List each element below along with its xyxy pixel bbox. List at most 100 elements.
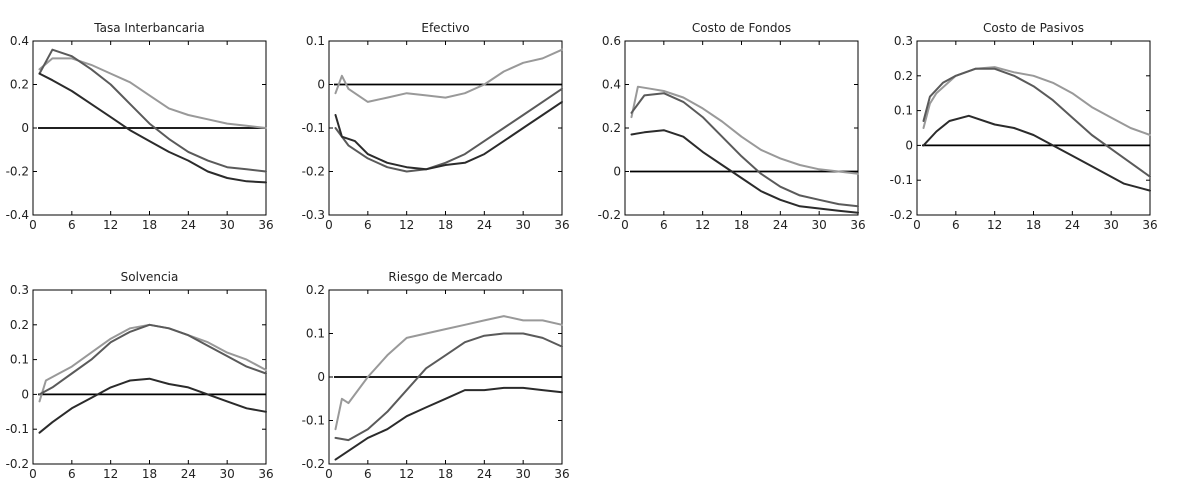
series-line	[922, 114, 1151, 192]
series-line	[334, 315, 563, 431]
x-tick-label: 0	[621, 218, 629, 232]
x-tick-label: 12	[103, 218, 118, 232]
x-tick-label: 12	[695, 218, 710, 232]
series-line	[630, 85, 859, 175]
x-tick-label: 0	[913, 218, 921, 232]
y-tick-label: 0.3	[10, 283, 29, 297]
x-tick-label: 6	[68, 467, 76, 481]
x-tick-label: 36	[258, 467, 273, 481]
x-tick-label: 30	[220, 467, 235, 481]
x-tick-label: 36	[554, 218, 569, 232]
y-tick-label: 0.1	[306, 34, 325, 48]
x-tick-label: 12	[399, 218, 414, 232]
y-tick-label: -0.2	[890, 208, 913, 222]
y-tick-label: -0.2	[302, 165, 325, 179]
y-tick-label: 0.1	[894, 104, 913, 118]
x-tick-label: 24	[773, 218, 788, 232]
chart-panel: Solvencia 0 6 12 18 24 30 36 -0.2 -0.1 0 0.1 0.2 0.3	[6, 270, 274, 481]
series-line	[334, 100, 563, 171]
x-tick-label: 24	[181, 218, 196, 232]
x-tick-label: 6	[68, 218, 76, 232]
y-tick-label: 0	[613, 165, 621, 179]
chart-panel: Riesgo de Mercado 0 6 12 18 24 30 36 -0.2 -0.1 0 0.…	[302, 270, 570, 481]
y-tick-label: -0.4	[6, 208, 29, 222]
x-tick-label: 30	[1104, 218, 1119, 232]
chart-title: Costo de Fondos	[692, 21, 791, 35]
x-tick-label: 36	[1142, 218, 1157, 232]
chart-panel: Costo de Pasivos 0 6 12 18 24 30 36 -0.2 -0.1 0 0.1…	[890, 21, 1158, 232]
x-tick-label: 6	[660, 218, 668, 232]
chart-title: Solvencia	[121, 270, 179, 284]
y-tick-label: -0.2	[6, 457, 29, 471]
x-tick-label: 12	[399, 467, 414, 481]
series-line	[630, 129, 859, 214]
series-line	[38, 377, 267, 434]
x-tick-label: 18	[438, 467, 453, 481]
chart-panel: Efectivo 0 6 12 18 24 30 36 -0.3 -0.2 -0.1 0 0.1	[302, 21, 570, 232]
x-tick-label: 24	[477, 467, 492, 481]
series-line	[922, 66, 1151, 136]
series-line	[334, 48, 563, 103]
y-tick-label: 0.1	[306, 327, 325, 341]
x-tick-label: 18	[1026, 218, 1041, 232]
x-tick-label: 12	[103, 467, 118, 481]
chart-title: Riesgo de Mercado	[388, 270, 502, 284]
chart-title: Tasa Interbancaria	[93, 21, 204, 35]
y-tick-label: 0.3	[894, 34, 913, 48]
plot-frame	[916, 40, 1151, 216]
series-line	[334, 386, 563, 461]
y-tick-label: 0.4	[10, 34, 29, 48]
y-tick-label: 0.1	[10, 353, 29, 367]
series-line	[334, 332, 563, 442]
plot-frame	[328, 40, 563, 216]
series-line	[38, 57, 267, 129]
y-tick-label: 0.2	[10, 318, 29, 332]
x-tick-label: 6	[952, 218, 960, 232]
series-line	[334, 87, 563, 173]
x-tick-label: 18	[734, 218, 749, 232]
y-tick-label: 0	[905, 138, 913, 152]
y-tick-label: 0	[317, 370, 325, 384]
y-tick-label: -0.2	[598, 208, 621, 222]
y-tick-label: 0.2	[306, 283, 325, 297]
y-tick-label: -0.1	[890, 173, 913, 187]
series-line	[38, 72, 267, 184]
y-tick-label: 0.6	[602, 34, 621, 48]
x-tick-label: 36	[554, 467, 569, 481]
series-line	[38, 323, 267, 403]
chart-title: Efectivo	[421, 21, 469, 35]
x-tick-label: 24	[1065, 218, 1080, 232]
y-tick-label: 0	[317, 78, 325, 92]
x-tick-label: 36	[850, 218, 865, 232]
x-tick-label: 18	[142, 218, 157, 232]
x-tick-label: 6	[364, 218, 372, 232]
chart-title: Costo de Pasivos	[983, 21, 1084, 35]
x-tick-label: 30	[516, 218, 531, 232]
y-tick-label: -0.2	[302, 457, 325, 471]
x-tick-label: 0	[29, 467, 37, 481]
x-tick-label: 0	[325, 467, 333, 481]
x-tick-label: 0	[325, 218, 333, 232]
y-tick-label: 0.2	[602, 121, 621, 135]
series-line	[38, 323, 267, 396]
series-line	[38, 48, 267, 173]
y-tick-label: 0.2	[894, 69, 913, 83]
y-tick-label: 0.4	[602, 78, 621, 92]
x-tick-label: 30	[516, 467, 531, 481]
series-line	[922, 67, 1151, 178]
x-tick-label: 12	[987, 218, 1002, 232]
series-line	[630, 92, 859, 208]
x-tick-label: 30	[220, 218, 235, 232]
x-tick-label: 24	[477, 218, 492, 232]
y-tick-label: 0.2	[10, 78, 29, 92]
chart-panel: Tasa Interbancaria 0 6 12 18 24 30 36 -0.4 -0.2 0 0…	[6, 21, 274, 232]
x-tick-label: 24	[181, 467, 196, 481]
y-tick-label: -0.3	[302, 208, 325, 222]
y-tick-label: -0.1	[302, 414, 325, 428]
x-tick-label: 18	[142, 467, 157, 481]
x-tick-label: 18	[438, 218, 453, 232]
y-tick-label: 0	[21, 387, 29, 401]
y-tick-label: -0.1	[302, 121, 325, 135]
